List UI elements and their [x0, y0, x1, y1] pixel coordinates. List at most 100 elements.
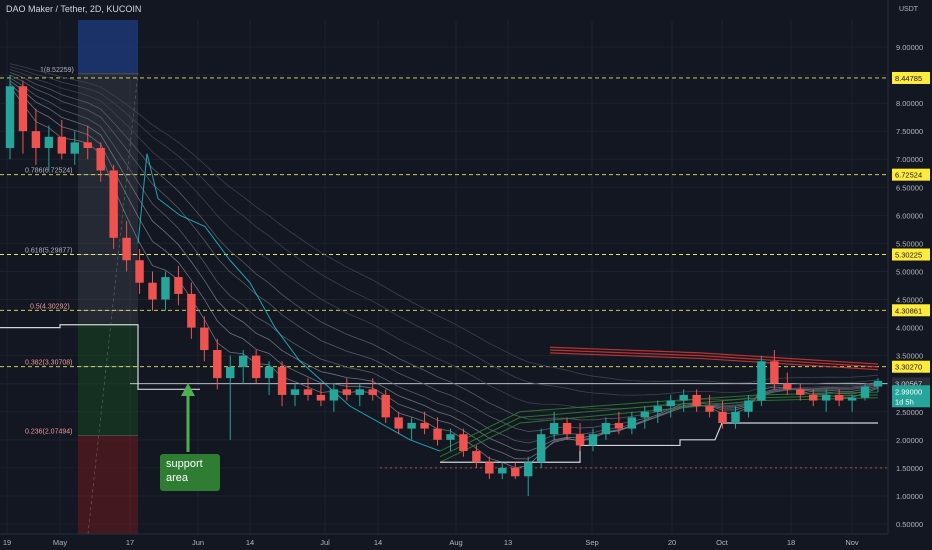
x-tick-label: 14	[374, 538, 382, 547]
candle-body	[264, 366, 274, 379]
red-ribbon	[549, 346, 879, 365]
fib-label: 0.5(4.30292)	[30, 304, 70, 311]
current-price-label: 2.99000	[895, 387, 922, 396]
x-tick-label: Sep	[585, 538, 598, 547]
current-price-bg	[892, 385, 930, 408]
ma-line	[9, 66, 879, 396]
candle-body	[122, 237, 131, 261]
fib-label: 1(8.52259)	[40, 67, 74, 74]
candle-body	[44, 136, 54, 149]
y-tick-label: 0.50000	[896, 520, 923, 529]
ma-line	[9, 83, 879, 460]
y-tick-label: 7.00000	[896, 155, 923, 164]
candle-body	[757, 361, 766, 401]
secondary-label: 3.00567	[895, 379, 922, 388]
trail-line-2	[440, 422, 878, 463]
y-tick-label: 1.00000	[896, 492, 923, 501]
candle-body	[847, 397, 857, 401]
candle-body	[472, 451, 481, 463]
candle-body	[614, 422, 624, 429]
candle-body	[5, 86, 15, 149]
x-tick-label: 13	[504, 538, 512, 547]
x-tick-label: Nov	[845, 538, 859, 547]
candle-body	[809, 394, 818, 401]
chart-title: DAO Maker / Tether, 2D, KUCOIN	[6, 4, 142, 14]
candle-body	[640, 411, 650, 418]
time-axis: 19 May 17 Jun 14 Jul 14 Aug 13 Sep 20 Oct 18 Nov	[0, 533, 888, 547]
zone-mid	[78, 73, 138, 323]
ma-line	[9, 80, 879, 452]
candle-body	[368, 389, 377, 395]
x-tick-label: 14	[246, 538, 254, 547]
fib-label: 0.786(6.72524)	[25, 168, 72, 175]
x-tick-label: May	[53, 538, 67, 547]
candle-body	[459, 434, 468, 452]
level-label-bg	[892, 248, 930, 261]
ma-line	[9, 63, 879, 384]
x-tick-label: Oct	[716, 538, 729, 547]
x-tick-label: 18	[787, 538, 795, 547]
level-label-bg	[892, 168, 930, 181]
candle-body	[627, 417, 637, 429]
candle-body	[433, 428, 442, 440]
y-tick-label: 5.50000	[896, 239, 923, 248]
fib-diagonal	[87, 72, 139, 535]
y-tick-label: 2.50000	[896, 408, 923, 417]
candle-body	[834, 394, 844, 401]
candle-body	[692, 394, 701, 407]
candle-body	[187, 293, 196, 328]
y-tick-label: 8.00000	[896, 99, 923, 108]
trail-line-1	[0, 324, 200, 390]
red-ribbon	[549, 352, 879, 371]
candle-body	[783, 383, 792, 390]
candle-body	[744, 400, 753, 412]
green-ribbon	[439, 397, 879, 463]
candle-body	[511, 467, 520, 477]
fib-label: 0.382(3.30708)	[25, 359, 72, 366]
candle-body	[213, 350, 222, 379]
y-tick-label: 1.50000	[896, 464, 923, 473]
y-tick-label: 2.00000	[896, 436, 923, 445]
y-tick-label: 3.50000	[896, 352, 923, 361]
y-tick-label: 7.50000	[896, 127, 923, 136]
support-line-2: area	[166, 472, 189, 484]
candle-body	[666, 400, 675, 407]
arrow-head	[181, 383, 195, 396]
candle-body	[161, 277, 170, 300]
candle-body	[277, 366, 287, 395]
candle-body	[355, 389, 365, 395]
candle-body	[718, 411, 727, 423]
candle-body	[860, 386, 870, 398]
candle-body	[70, 142, 79, 154]
support-area-label: support area	[166, 457, 218, 485]
candle-body	[679, 394, 688, 401]
candle-body	[329, 389, 339, 401]
candle-body	[394, 417, 403, 429]
candle-body	[796, 389, 805, 395]
level-label: 4.30861	[895, 306, 922, 315]
candle-body	[109, 170, 118, 238]
ma-line	[9, 69, 879, 410]
fib-zones	[78, 20, 138, 534]
candle-body	[770, 361, 779, 384]
candle-body	[653, 406, 662, 412]
support-line-1: support	[166, 458, 203, 470]
candle-body	[57, 136, 67, 154]
ma-line	[9, 71, 879, 421]
price-axis: 9.000008.500008.000007.500007.000006.500…	[887, 0, 932, 550]
ma-line	[9, 77, 879, 444]
candle-body	[446, 434, 455, 440]
y-tick-label: 6.00000	[896, 211, 923, 220]
candle-body	[342, 389, 352, 395]
candle-body	[238, 355, 248, 367]
zone-red	[78, 436, 138, 534]
y-tick-label: 4.00000	[896, 324, 923, 333]
candle-body	[705, 406, 714, 412]
candle-body	[588, 434, 598, 446]
zone-top	[78, 20, 138, 73]
candle-body	[731, 411, 740, 423]
level-label-bg	[892, 304, 930, 317]
support-arrow	[181, 383, 195, 452]
candle-body	[96, 148, 105, 171]
candle-body	[873, 380, 883, 387]
